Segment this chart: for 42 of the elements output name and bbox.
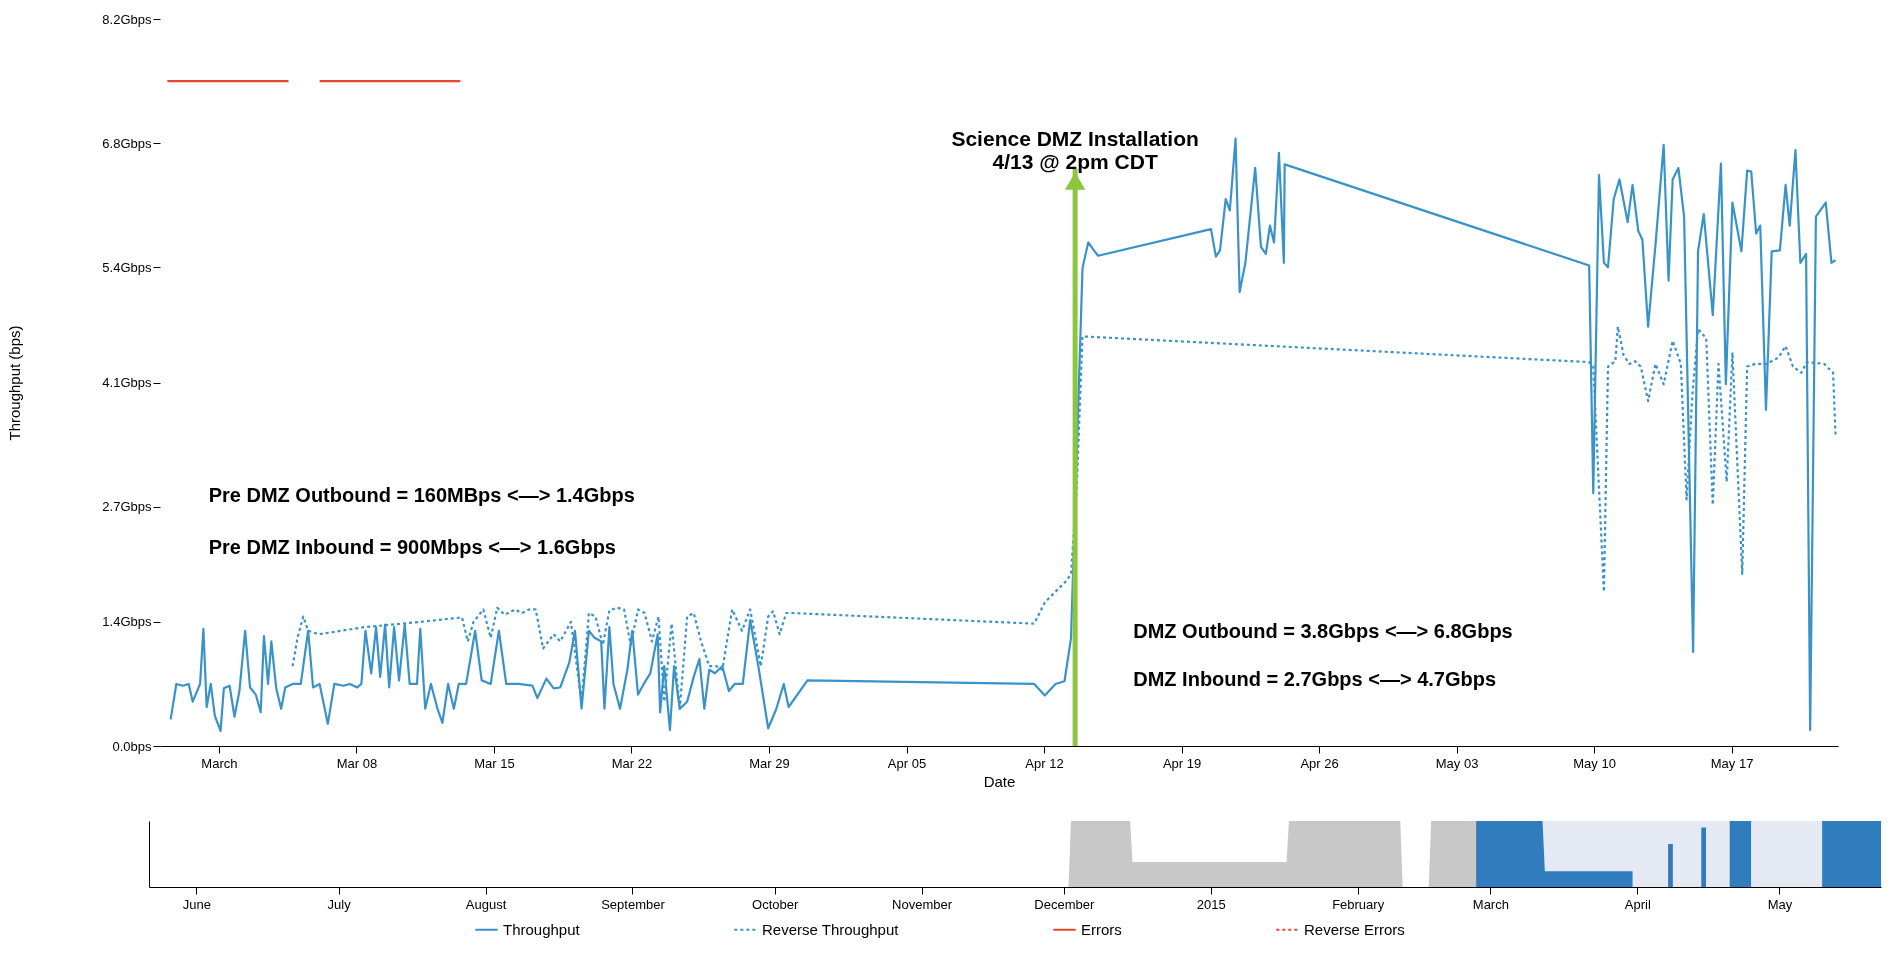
x-tick-label: December: [1034, 896, 1095, 912]
x-tick-label: June: [182, 896, 211, 912]
annotation: DMZ Outbound = 3.8Gbps <—> 6.8Gbps: [1133, 619, 1513, 642]
x-tick-label: August: [465, 896, 507, 912]
x-tick-label: May: [1767, 896, 1793, 912]
x-tick-label: March: [201, 755, 238, 771]
x-tick-label: May 03: [1435, 755, 1479, 771]
y-tick-label: 2.7Gbps: [102, 499, 152, 515]
x-tick-label: February: [1332, 896, 1385, 912]
x-tick-label: October: [752, 896, 799, 912]
x-tick-label: March: [1472, 896, 1509, 912]
x-tick-label: Mar 22: [611, 755, 653, 771]
y-tick-label: 4.1Gbps: [102, 375, 152, 390]
x-tick-label: 2015: [1196, 896, 1226, 912]
x-tick-label: July: [327, 896, 352, 912]
x-tick-label: April: [1624, 896, 1651, 912]
x-tick-label: Apr 05: [887, 755, 927, 771]
x-axis-title: Date: [983, 772, 1016, 790]
x-tick-label: Mar 29: [749, 755, 790, 771]
x-tick-label: September: [601, 896, 666, 912]
y-tick-label: 5.4Gbps: [102, 259, 152, 275]
ref-line-label: Science DMZ Installation 4/13 @ 2pm CDT: [951, 127, 1199, 173]
x-tick-label: Apr 26: [1300, 755, 1339, 771]
y-tick-label: 6.8Gbps: [102, 135, 152, 151]
annotation: Pre DMZ Outbound = 160MBps <—> 1.4Gbps: [208, 483, 635, 506]
legend-label: Errors: [1081, 920, 1122, 938]
x-tick-label: Apr 12: [1025, 755, 1064, 771]
x-tick-label: Mar 15: [474, 755, 515, 771]
x-tick-label: May 10: [1573, 755, 1616, 771]
legend-label: Reverse Throughput: [762, 920, 900, 938]
y-tick-label: 1.4Gbps: [102, 614, 152, 630]
y-tick-label: 0.0bps: [112, 738, 152, 754]
x-tick-label: Apr 19: [1162, 755, 1202, 771]
x-tick-label: November: [892, 896, 953, 912]
annotation: DMZ Inbound = 2.7Gbps <—> 4.7Gbps: [1133, 667, 1497, 690]
x-tick-label: May 17: [1710, 755, 1754, 771]
legend-label: Reverse Errors: [1304, 920, 1405, 938]
legend-label: Throughput: [503, 920, 581, 938]
annotation: Pre DMZ Inbound = 900Mbps <—> 1.6Gbps: [208, 536, 616, 559]
x-tick-label: Mar 08: [336, 755, 378, 771]
y-tick-label: 8.2Gbps: [102, 11, 152, 27]
y-axis-title: Throughput (bps): [5, 325, 23, 441]
